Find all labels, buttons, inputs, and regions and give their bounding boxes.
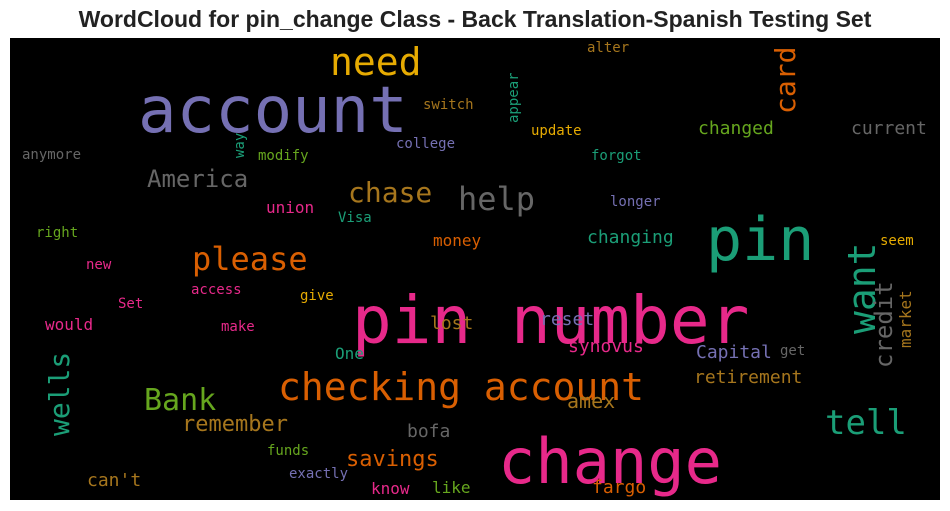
word-tell: tell [825, 403, 907, 443]
word-lost: lost [430, 313, 473, 334]
word-pin: pin [706, 205, 814, 275]
word-exactly: exactly [289, 466, 348, 482]
word-set: Set [118, 296, 143, 312]
word-current: current [851, 118, 927, 139]
word-please: please [192, 240, 308, 278]
word-access: access [191, 282, 242, 298]
word-anymore: anymore [22, 147, 81, 163]
wordcloud-canvas: pin number change account pin checking accou… [10, 38, 940, 500]
word-fargo: fargo [592, 477, 646, 498]
word-checking-account: checking account [278, 365, 644, 409]
word-need: need [330, 40, 422, 84]
word-one: One [335, 344, 364, 363]
word-account: account [138, 74, 408, 148]
word-savings: savings [346, 447, 439, 472]
word-chase: chase [348, 176, 432, 209]
word-market: market [896, 290, 915, 348]
word-can-t: can't [87, 470, 141, 491]
word-appear: appear [506, 72, 522, 123]
word-retirement: retirement [694, 367, 802, 388]
word-wells: wells [43, 352, 76, 436]
word-reset: reset [540, 309, 594, 330]
word-update: update [531, 123, 582, 139]
chart-title: WordCloud for pin_change Class - Back Tr… [78, 6, 872, 32]
word-modify: modify [258, 148, 309, 164]
word-longer: longer [610, 194, 661, 210]
word-bank: Bank [144, 383, 216, 418]
word-union: union [266, 198, 314, 217]
word-seem: seem [880, 233, 914, 249]
word-know: know [371, 479, 410, 498]
word-new: new [86, 257, 112, 273]
word-funds: funds [267, 443, 309, 459]
word-synovus: synovus [568, 336, 644, 357]
word-make: make [221, 319, 255, 335]
word-capital: Capital [696, 342, 772, 363]
word-america: America [147, 165, 248, 193]
word-want: want [840, 242, 884, 334]
word-money: money [433, 231, 482, 250]
word-remember: remember [182, 412, 288, 437]
word-changed: changed [698, 118, 774, 139]
word-credit: credit [870, 281, 898, 368]
word-visa: Visa [338, 210, 372, 226]
word-alter: alter [587, 40, 629, 56]
word-change: change [498, 425, 722, 498]
word-way: way [232, 133, 248, 158]
word-pin-number: pin number [352, 282, 749, 359]
word-amex: amex [567, 389, 615, 413]
word-forgot: forgot [591, 148, 642, 164]
word-bofa: bofa [407, 421, 450, 442]
word-get: get [780, 343, 805, 359]
word-changing: changing [587, 227, 674, 248]
wordcloud-svg: pin number change account pin checking accou… [22, 40, 927, 498]
word-right: right [36, 225, 78, 241]
word-like: like [432, 478, 471, 497]
word-give: give [300, 288, 334, 304]
word-card: card [769, 47, 802, 114]
word-college: college [396, 136, 455, 152]
word-would: would [45, 315, 93, 334]
word-switch: switch [423, 97, 474, 113]
word-help: help [458, 180, 535, 218]
